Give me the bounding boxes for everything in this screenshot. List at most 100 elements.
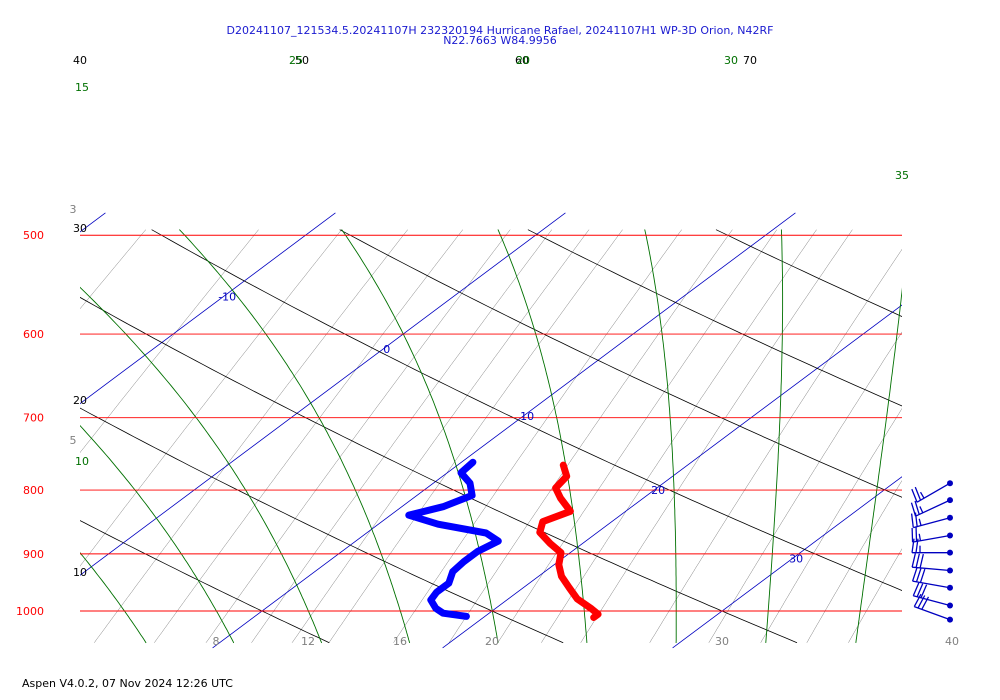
wind-barb-half-flag xyxy=(919,491,925,499)
temperature-axis-label: 12 xyxy=(301,635,315,648)
moist-adiabat-line xyxy=(855,287,902,644)
mixing-ratio-line xyxy=(708,331,902,643)
mixing-ratio-line xyxy=(649,248,902,643)
wind-barb-flag xyxy=(915,553,920,568)
sounding-profiles xyxy=(405,458,602,621)
wind-barb-flag xyxy=(914,486,922,501)
wind-barb-shaft xyxy=(912,534,951,543)
wind-barb-half-flag xyxy=(918,533,922,541)
wind-barb-flag xyxy=(915,538,919,553)
mixing-ratio-line xyxy=(205,229,511,643)
mixing-ratio-line xyxy=(80,229,259,453)
isotherm-line xyxy=(80,212,106,233)
moist-adiabat-label: 10 xyxy=(75,455,89,468)
pressure-tick-label: 1000 xyxy=(16,605,44,618)
mixing-ratio-line xyxy=(848,548,902,643)
mixing-ratio-line xyxy=(328,229,623,643)
pressure-tick-label: 900 xyxy=(23,548,44,561)
wind-barb-flag xyxy=(911,488,918,503)
moist-adiabat-label: 20 xyxy=(516,54,530,67)
temperature-axis-label: 8 xyxy=(213,635,220,648)
wind-barb-flag xyxy=(910,513,914,528)
dry-adiabat-label: 70 xyxy=(743,54,757,67)
wind-barb-flag xyxy=(920,584,928,599)
wind-barb xyxy=(910,497,953,517)
wind-barb-flag xyxy=(912,582,920,596)
wind-barb-flag xyxy=(914,500,920,515)
wind-barb-flag xyxy=(915,568,922,583)
wind-barb-shaft xyxy=(915,499,951,517)
wind-barb-flag xyxy=(916,583,924,598)
wind-barb-half-flag xyxy=(919,506,924,514)
isotherm-line xyxy=(80,212,566,576)
wind-barb-shaft xyxy=(914,605,951,621)
dry-adiabat-line xyxy=(527,229,902,407)
moist-adiabat-label: 25 xyxy=(289,54,303,67)
wind-barb-flag xyxy=(919,553,924,569)
mixing-ratio-line xyxy=(497,229,778,643)
dry-adiabat-label: 20 xyxy=(73,394,87,407)
wind-barb-flag xyxy=(913,593,922,607)
wind-barb-flag xyxy=(917,595,926,609)
dry-adiabat-line xyxy=(339,229,902,498)
wind-barb-shaft xyxy=(916,482,951,503)
mixing-ratio-line xyxy=(580,229,853,643)
wind-barb-shaft xyxy=(912,580,951,589)
moist-adiabat-line xyxy=(80,424,235,644)
mixing-ratio-line xyxy=(760,408,902,643)
moist-adiabat-label: 30 xyxy=(724,54,738,67)
dry-adiabat-line xyxy=(905,230,1000,643)
mixing-ratio-line xyxy=(541,229,817,643)
pressure-tick-label: 600 xyxy=(23,328,44,341)
wind-barb-flag xyxy=(911,553,916,568)
mixing-ratio-line xyxy=(806,480,902,643)
moist-adiabat-label: 15 xyxy=(75,81,89,94)
wind-barb-flag xyxy=(910,502,917,517)
mixing-ratio-line xyxy=(291,229,590,643)
mixing-ratio-line xyxy=(448,229,733,643)
temperature-profile xyxy=(536,461,602,621)
wind-barb-flag xyxy=(914,512,918,527)
dry-adiabat-label: 30 xyxy=(73,222,87,235)
temperature-axis-label: 20 xyxy=(485,635,499,648)
isotherm-line xyxy=(442,304,902,649)
dry-adiabat-line xyxy=(80,296,798,643)
moist-adiabat-line xyxy=(765,229,784,644)
dewpoint-profile xyxy=(405,458,502,620)
wind-barb-shaft xyxy=(912,566,951,572)
wind-barb-shaft xyxy=(913,517,951,529)
dry-adiabat-line xyxy=(151,229,902,591)
pressure-tick-label: 700 xyxy=(23,412,44,425)
moist-adiabat-line xyxy=(497,229,588,644)
moist-adiabat-line xyxy=(644,229,677,644)
isotherm-label: 30 xyxy=(789,553,803,566)
moist-adiabat-line xyxy=(946,230,1000,643)
dry-adiabat-line xyxy=(80,407,564,643)
wind-barb-flag xyxy=(921,596,930,610)
dry-adiabat-line xyxy=(80,520,330,643)
axis-labels: 500 600 700 800 900 1000 -10 0 10 20 30 8 12 16 20 30 40… xyxy=(16,54,959,648)
temperature-axis-label: 30 xyxy=(715,635,729,648)
wind-barb-flag xyxy=(911,538,915,553)
wind-barb xyxy=(911,538,953,556)
wind-barbs xyxy=(910,480,953,623)
mixing-ratio-line xyxy=(921,230,1000,643)
dry-adiabat-label: 60 xyxy=(515,54,529,67)
dry-adiabat-label: 40 xyxy=(73,54,87,67)
wind-barb-half-flag xyxy=(918,518,922,526)
mixing-ratio-label: 3 xyxy=(70,203,77,216)
mixing-ratio-label: 5 xyxy=(70,434,77,447)
mixing-ratio-line xyxy=(94,229,408,643)
mixing-ratio-line xyxy=(154,229,463,643)
wind-barb-flag xyxy=(919,568,926,583)
wind-barb-flag xyxy=(911,567,918,582)
temperature-axis-label: 16 xyxy=(393,635,407,648)
isotherm-label: 0 xyxy=(383,343,390,356)
chart-title-line1: D20241107_121534.5.20241107H 232320194 H… xyxy=(226,24,774,37)
isotherm-label: -10 xyxy=(218,291,236,304)
wind-barb xyxy=(911,553,953,574)
wind-barb xyxy=(911,480,953,503)
moist-adiabat-line xyxy=(341,229,499,644)
moist-adiabat-line xyxy=(179,229,411,644)
